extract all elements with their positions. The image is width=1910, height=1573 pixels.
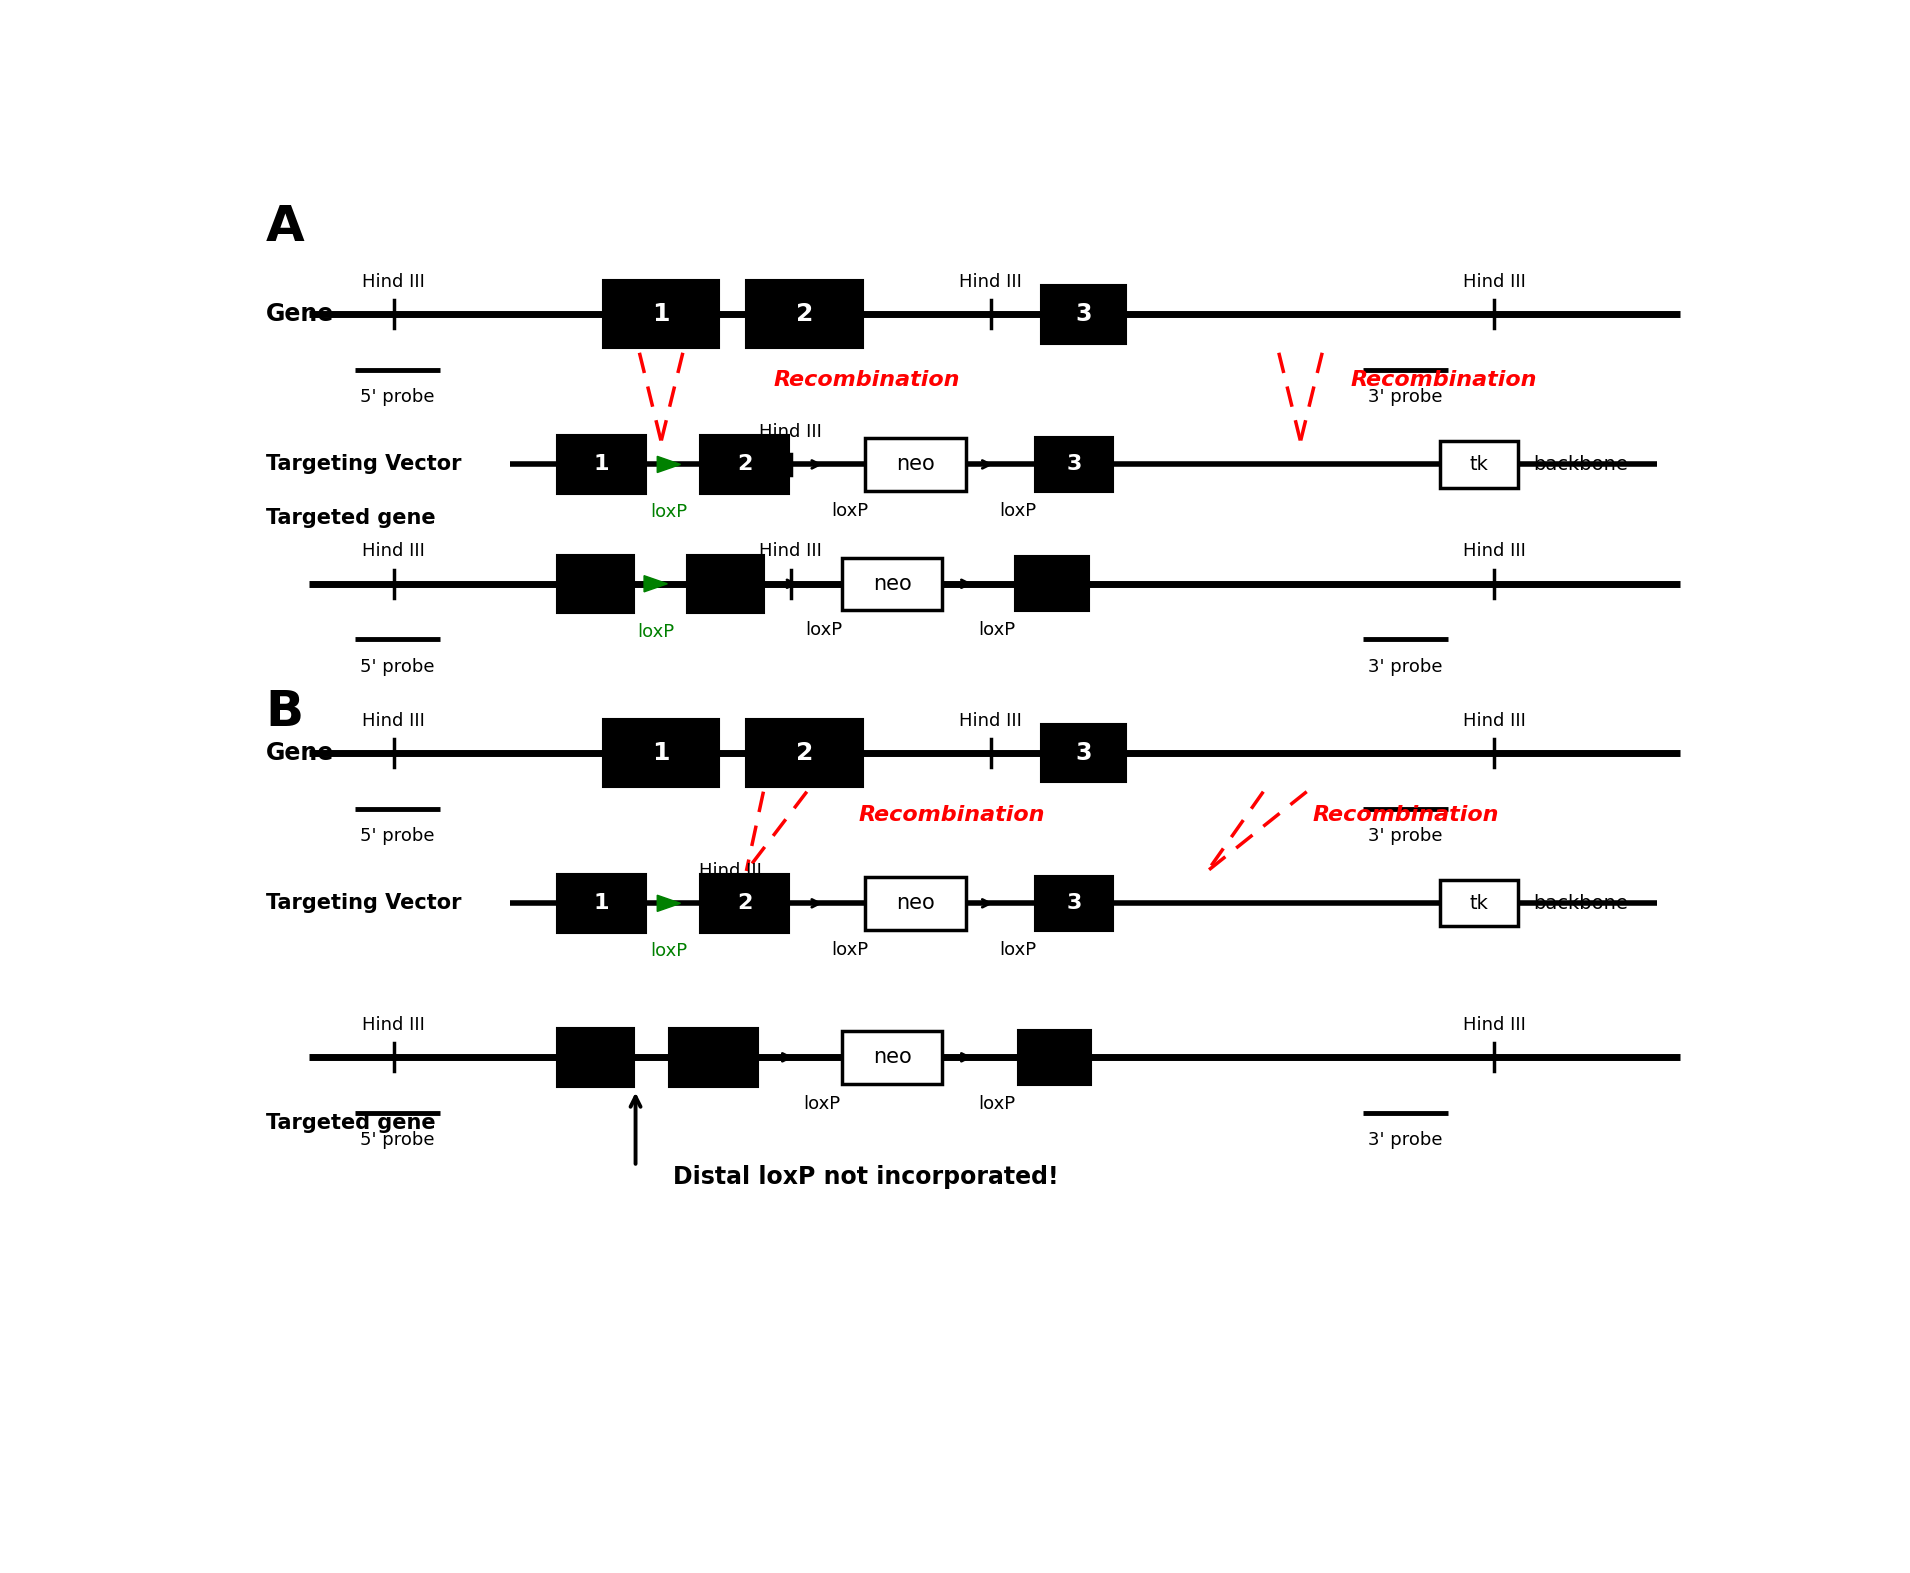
Text: loxP: loxP [649,503,688,521]
Text: Hind III: Hind III [699,862,762,879]
Text: Hind III: Hind III [758,543,821,560]
Polygon shape [657,895,680,911]
Text: Recombination: Recombination [860,805,1045,824]
Text: 5' probe: 5' probe [361,1131,435,1150]
Text: Targeting Vector: Targeting Vector [265,893,462,914]
Text: 3: 3 [1066,893,1081,914]
Bar [1035,437,1114,492]
Text: Hind III: Hind III [363,713,426,730]
Text: 3: 3 [1066,455,1081,475]
Bar [556,555,634,613]
Bar [747,719,863,786]
Text: tk: tk [1469,455,1488,473]
Text: tk: tk [1469,893,1488,912]
Bar [1440,881,1518,926]
Text: neo: neo [873,574,911,593]
Text: Hind III: Hind III [363,543,426,560]
Text: neo: neo [896,893,934,914]
Text: 1: 1 [653,741,670,764]
Bar [668,1029,758,1087]
Text: 3: 3 [1075,302,1093,326]
Text: 5' probe: 5' probe [361,827,435,845]
Text: loxP: loxP [999,941,1037,958]
Text: 3' probe: 3' probe [1368,658,1442,676]
Text: 3' probe: 3' probe [1368,1131,1442,1150]
Text: Targeted gene: Targeted gene [265,1112,435,1133]
Text: 5' probe: 5' probe [361,389,435,406]
Text: 2: 2 [796,302,814,326]
Text: A: A [265,203,304,250]
Bar [699,436,789,494]
Text: Hind III: Hind III [959,713,1022,730]
Text: 3: 3 [1075,741,1093,764]
Bar [747,280,863,348]
Bar [1016,555,1089,612]
Text: neo: neo [873,1048,911,1068]
Bar [556,875,646,933]
Text: B: B [265,687,304,736]
Text: 2: 2 [737,893,753,914]
Text: neo: neo [896,455,934,475]
Bar [1440,442,1518,488]
Polygon shape [657,456,680,472]
Polygon shape [644,576,667,591]
Text: 2: 2 [737,455,753,475]
Text: backbone: backbone [1534,455,1627,473]
Bar [1018,1030,1091,1085]
Text: 2: 2 [796,741,814,764]
Text: Distal loxP not incorporated!: Distal loxP not incorporated! [672,1164,1058,1189]
Text: 1: 1 [653,302,670,326]
Bar [1035,876,1114,931]
Bar [604,280,720,348]
Text: Recombination: Recombination [1350,370,1538,390]
Text: Targeting Vector: Targeting Vector [265,455,462,475]
Text: backbone: backbone [1534,893,1627,912]
Text: Hind III: Hind III [1463,713,1526,730]
Text: 1: 1 [594,893,609,914]
Text: 3' probe: 3' probe [1368,827,1442,845]
Text: Hind III: Hind III [1463,543,1526,560]
Text: 1: 1 [594,455,609,475]
Bar [556,436,646,494]
Bar [699,875,789,933]
Bar [865,878,966,930]
Text: Recombination: Recombination [774,370,961,390]
Bar [688,555,764,613]
Text: Hind III: Hind III [1463,1016,1526,1033]
Text: loxP: loxP [802,1095,840,1112]
Text: loxP: loxP [831,941,867,958]
Bar [1041,285,1127,343]
Text: Hind III: Hind III [1463,274,1526,291]
Bar [604,719,720,786]
Bar [842,557,942,610]
Text: Hind III: Hind III [959,274,1022,291]
Bar [842,1032,942,1084]
Text: 3' probe: 3' probe [1368,389,1442,406]
Text: Hind III: Hind III [363,1016,426,1033]
Bar [1041,724,1127,782]
Text: loxP: loxP [649,942,688,960]
Text: loxP: loxP [978,621,1016,639]
Bar [865,439,966,491]
Text: loxP: loxP [831,502,867,519]
Text: loxP: loxP [978,1095,1016,1112]
Text: Gene: Gene [265,741,334,764]
Text: loxP: loxP [638,623,674,640]
Text: Gene: Gene [265,302,334,326]
Text: Recombination: Recombination [1312,805,1499,824]
Text: loxP: loxP [999,502,1037,519]
Bar [556,1029,634,1087]
Text: Hind III: Hind III [758,423,821,440]
Text: Hind III: Hind III [363,274,426,291]
Text: Targeted gene: Targeted gene [265,508,435,529]
Text: loxP: loxP [806,621,842,639]
Text: 5' probe: 5' probe [361,658,435,676]
